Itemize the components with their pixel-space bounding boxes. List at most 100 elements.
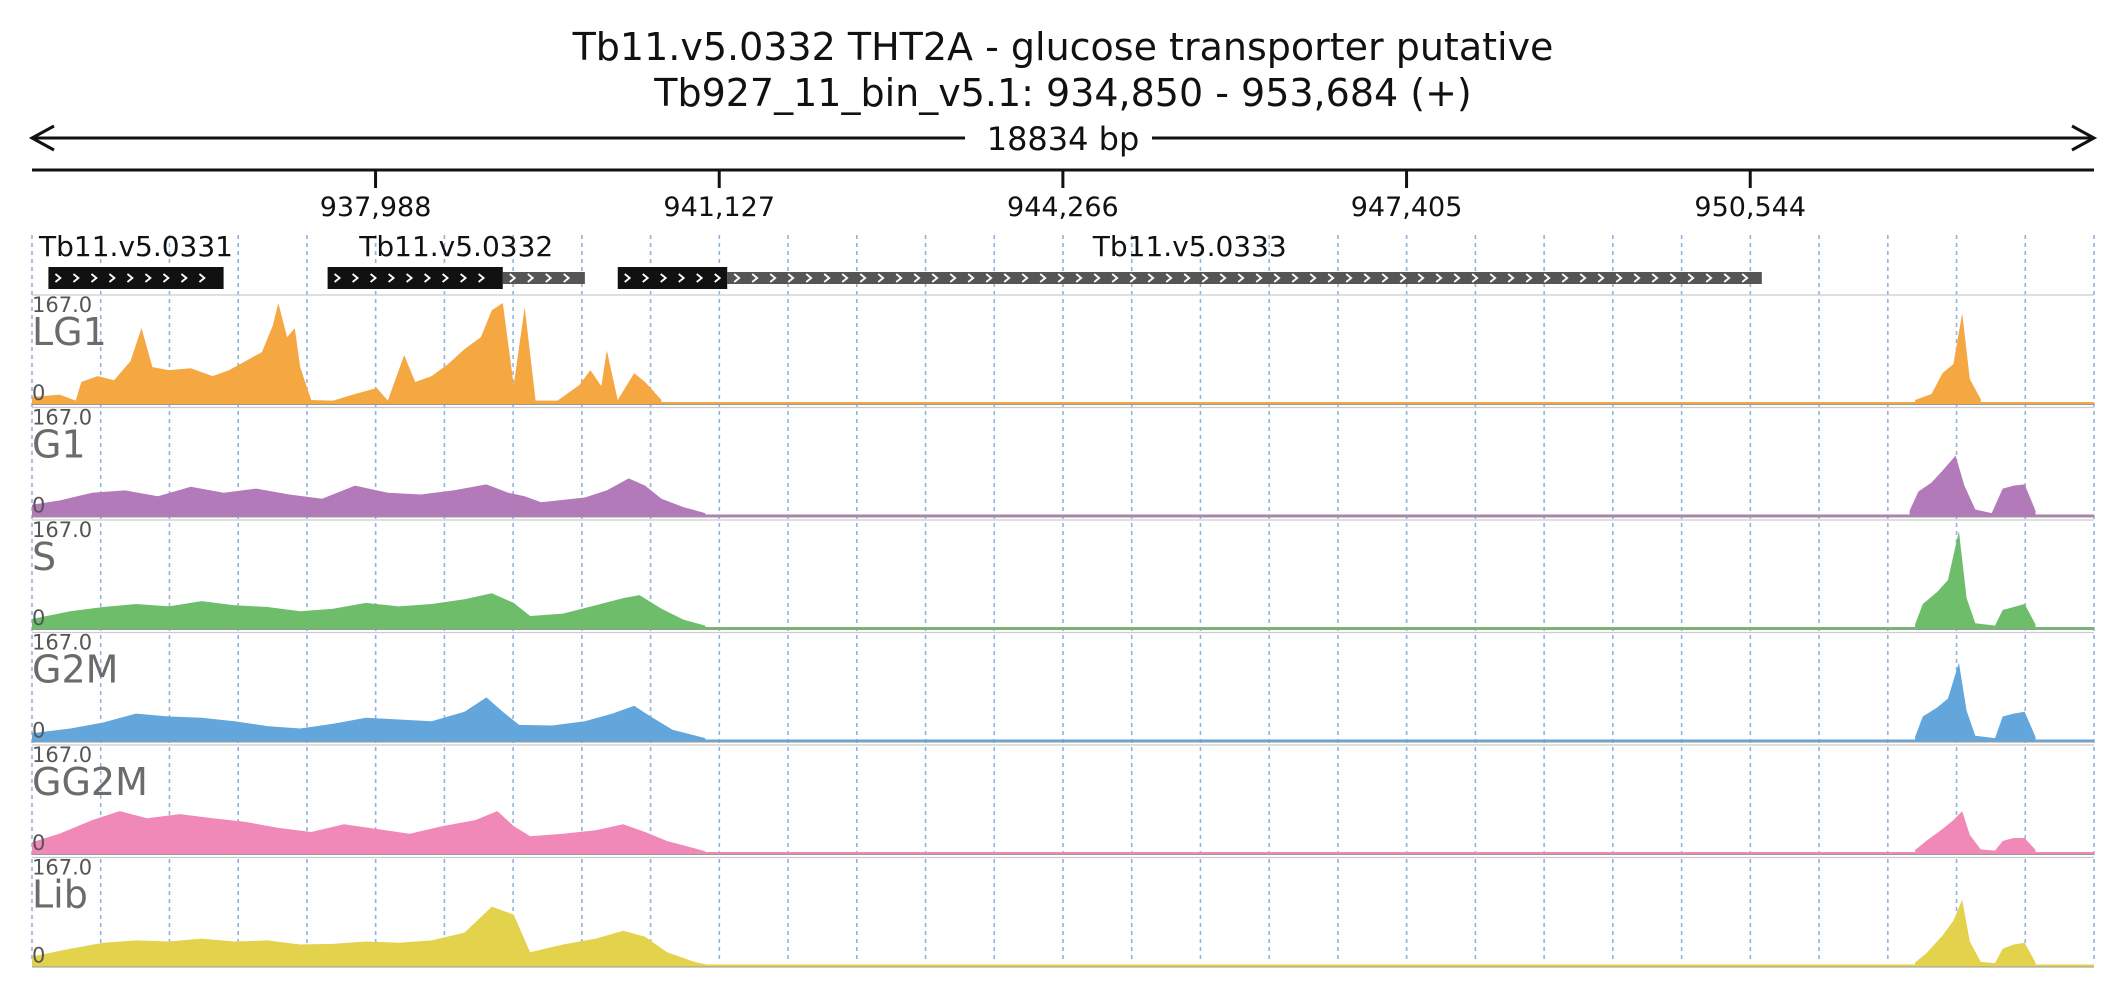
strand-chevron-icon <box>545 273 553 283</box>
gene-label: Tb11.v5.0332 <box>358 230 553 263</box>
strand-chevron-icon <box>406 273 414 283</box>
strand-chevron-icon <box>1579 273 1587 283</box>
coverage-area <box>32 478 706 516</box>
track-ymax-label: 167.0 <box>32 631 92 655</box>
chart-region: Tb927_11_bin_v5.1: 934,850 - 953,684 (+) <box>653 71 1472 115</box>
track-ymax-label: 167.0 <box>32 743 92 767</box>
track-ymin-label: 0 <box>32 719 45 743</box>
track-name: G1 <box>32 423 86 467</box>
gene-Tb11.v5.0331[interactable]: Tb11.v5.0331 <box>38 230 233 289</box>
strand-chevron-icon <box>1039 273 1047 283</box>
strand-chevron-icon <box>714 273 722 283</box>
strand-chevron-icon <box>1471 273 1479 283</box>
strand-chevron-icon <box>144 273 152 283</box>
strand-chevron-icon <box>1129 273 1137 283</box>
strand-chevron-icon <box>1633 273 1641 283</box>
coverage-area-secondary <box>1909 455 2036 516</box>
strand-chevron-icon <box>424 273 432 283</box>
gene-Tb11.v5.0332[interactable]: Tb11.v5.0332 <box>327 230 585 289</box>
strand-chevron-icon <box>913 273 921 283</box>
gene-label: Tb11.v5.0331 <box>38 230 233 263</box>
coverage-area-secondary <box>1915 662 2036 741</box>
track-ymin-label: 0 <box>32 494 45 518</box>
gene-cds <box>48 267 224 289</box>
strand-chevron-icon <box>895 273 903 283</box>
track-g1: 167.0 0 G1 <box>32 406 2094 518</box>
track-lib: 167.0 0 Lib <box>32 856 2094 968</box>
tick-label: 937,988 <box>320 192 432 223</box>
strand-chevron-icon <box>1093 273 1101 283</box>
strand-chevron-icon <box>624 273 632 283</box>
strand-chevron-icon <box>1075 273 1083 283</box>
track-ymax-label: 167.0 <box>32 406 92 430</box>
strand-chevron-icon <box>877 273 885 283</box>
coverage-area <box>32 906 706 966</box>
track-name: S <box>32 535 56 579</box>
strand-chevron-icon <box>370 273 378 283</box>
strand-chevron-icon <box>1507 273 1515 283</box>
strand-chevron-icon <box>1489 273 1497 283</box>
track-ymax-label: 167.0 <box>32 856 92 880</box>
strand-chevron-icon <box>1147 273 1155 283</box>
strand-chevron-icon <box>841 273 849 283</box>
coverage-area-secondary <box>1915 811 2036 853</box>
strand-chevron-icon <box>733 273 741 283</box>
coverage-area <box>32 593 706 628</box>
gene-Tb11.v5.0333[interactable]: Tb11.v5.0333 <box>617 230 1762 289</box>
strand-chevron-icon <box>563 273 571 283</box>
strand-chevron-icon <box>1219 273 1227 283</box>
strand-chevron-icon <box>1435 273 1443 283</box>
strand-chevron-icon <box>388 273 396 283</box>
strand-chevron-icon <box>126 273 134 283</box>
track-ymin-label: 0 <box>32 944 45 968</box>
gene-label: Tb11.v5.0333 <box>1092 230 1287 263</box>
strand-chevron-icon <box>90 273 98 283</box>
strand-chevron-icon <box>1021 273 1029 283</box>
span-label: 18834 bp <box>987 120 1140 158</box>
strand-chevron-icon <box>1669 273 1677 283</box>
strand-chevron-icon <box>931 273 939 283</box>
coverage-area <box>32 811 706 853</box>
strand-chevron-icon <box>198 273 206 283</box>
strand-chevron-icon <box>509 273 517 283</box>
strand-chevron-icon <box>985 273 993 283</box>
gene-cds <box>327 267 503 289</box>
strand-chevron-icon <box>1525 273 1533 283</box>
track-lg1: 167.0 0 LG1 <box>32 293 2094 405</box>
track-g2m: 167.0 0 G2M <box>32 631 2094 743</box>
arrowhead-left-icon <box>28 124 55 152</box>
coverage-area-secondary <box>1915 531 2036 628</box>
strand-chevron-icon <box>180 273 188 283</box>
strand-chevron-icon <box>1705 273 1713 283</box>
tick-label: 941,127 <box>663 192 775 223</box>
chart-title: Tb11.v5.0332 THT2A - glucose transporter… <box>572 25 1554 69</box>
strand-chevron-icon <box>1381 273 1389 283</box>
strand-chevron-icon <box>1597 273 1605 283</box>
strand-chevron-icon <box>949 273 957 283</box>
strand-chevron-icon <box>1183 273 1191 283</box>
strand-chevron-icon <box>642 273 650 283</box>
strand-chevron-icon <box>1057 273 1065 283</box>
gene-cds <box>617 267 728 289</box>
track-name: LG1 <box>32 310 107 354</box>
strand-chevron-icon <box>334 273 342 283</box>
track-name: GG2M <box>32 760 148 804</box>
track-s: 167.0 0 S <box>32 518 2094 630</box>
coverage-area-secondary <box>1915 313 1981 403</box>
strand-chevron-icon <box>696 273 704 283</box>
track-ymin-label: 0 <box>32 381 45 405</box>
strand-chevron-icon <box>787 273 795 283</box>
strand-chevron-icon <box>1345 273 1353 283</box>
track-name: G2M <box>32 648 118 692</box>
coverage-area-secondary <box>1915 899 2036 966</box>
strand-chevron-icon <box>1003 273 1011 283</box>
strand-chevron-icon <box>1543 273 1551 283</box>
track-ymin-label: 0 <box>32 831 45 855</box>
strand-chevron-icon <box>1363 273 1371 283</box>
track-gg2m: 167.0 0 GG2M <box>32 743 2094 855</box>
strand-chevron-icon <box>108 273 116 283</box>
strand-chevron-icon <box>1111 273 1119 283</box>
tick-label: 950,544 <box>1694 192 1806 223</box>
